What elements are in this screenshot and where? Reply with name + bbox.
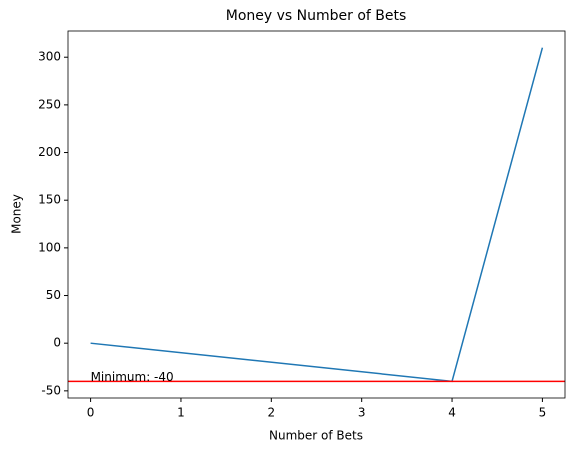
chart-title: Money vs Number of Bets <box>226 8 407 24</box>
x-tick-label: 1 <box>177 406 185 420</box>
y-tick-label: 50 <box>46 288 61 302</box>
y-tick-label: 0 <box>53 336 61 350</box>
annotation: Minimum: -40 <box>91 370 174 384</box>
y-tick-label: 250 <box>38 97 61 111</box>
x-axis-label: Number of Bets <box>269 429 363 443</box>
plot-frame <box>67 30 566 399</box>
y-tick-label: 300 <box>38 50 61 64</box>
x-tick-label: 3 <box>358 406 366 420</box>
x-tick-label: 4 <box>448 406 456 420</box>
x-tick-label: 2 <box>267 406 275 420</box>
data-line <box>90 47 544 383</box>
y-tick-label: 100 <box>38 240 61 254</box>
x-tick-label: 0 <box>87 406 95 420</box>
y-tick-label: 150 <box>38 193 61 207</box>
x-tick-label: 5 <box>539 406 547 420</box>
y-axis-label: Money <box>10 194 24 234</box>
y-tick-label: 200 <box>38 145 61 159</box>
y-tick-label: -50 <box>41 383 61 397</box>
